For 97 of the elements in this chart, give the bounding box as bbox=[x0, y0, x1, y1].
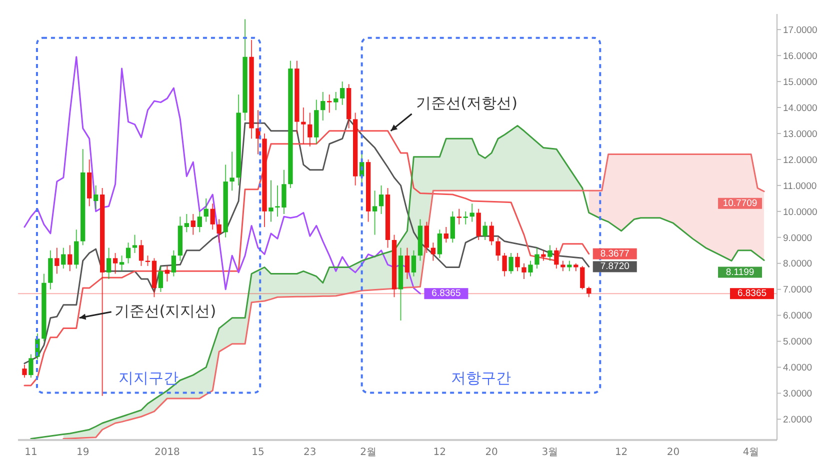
candlestick bbox=[171, 250, 176, 277]
candlestick bbox=[456, 208, 462, 225]
candlestick bbox=[301, 107, 306, 144]
candlestick bbox=[463, 210, 468, 225]
candlestick bbox=[541, 250, 546, 262]
y-tick-label: 11.0000 bbox=[783, 180, 817, 192]
candlestick bbox=[190, 214, 196, 236]
y-tick-label: 5.0000 bbox=[783, 336, 812, 348]
y-tick-label: 15.0000 bbox=[783, 76, 818, 88]
y-tick-label: 10.0000 bbox=[783, 206, 818, 218]
data-label: 10.7709 bbox=[722, 198, 758, 209]
candlestick bbox=[94, 184, 98, 210]
candlestick bbox=[567, 260, 572, 272]
candlestick bbox=[68, 244, 72, 272]
y-tick-label: 8.0000 bbox=[783, 258, 812, 270]
x-tick-label: 20 bbox=[666, 447, 680, 458]
x-tick-label: 23 bbox=[304, 447, 316, 458]
data-label: 7.8720 bbox=[600, 261, 630, 272]
candlestick bbox=[132, 234, 138, 254]
candlestick bbox=[54, 247, 60, 274]
y-tick-label: 3.0000 bbox=[783, 388, 812, 400]
y-tick-label: 13.0000 bbox=[783, 128, 818, 140]
candlestick bbox=[522, 262, 526, 280]
candlestick bbox=[308, 112, 312, 147]
x-tick-label: 3월 bbox=[542, 447, 558, 458]
candlestick bbox=[534, 247, 540, 270]
candlestick bbox=[476, 208, 481, 240]
candlestick bbox=[204, 198, 208, 222]
candlestick bbox=[119, 255, 124, 272]
candlestick bbox=[210, 203, 215, 230]
candlestick bbox=[528, 260, 533, 277]
annotation: 기준선(저항선) bbox=[416, 94, 518, 112]
y-tick-label: 7.0000 bbox=[783, 284, 812, 296]
y-tick-label: 9.0000 bbox=[783, 232, 812, 244]
data-label: 8.3677 bbox=[600, 248, 630, 260]
candlestick bbox=[502, 252, 507, 277]
candlestick bbox=[580, 265, 585, 290]
candlestick bbox=[126, 242, 131, 264]
data-label: 8.1199 bbox=[726, 266, 754, 278]
x-tick-label: 2018 bbox=[154, 447, 180, 458]
candlestick bbox=[216, 218, 222, 244]
candlestick bbox=[112, 252, 118, 274]
y-tick-label: 2.0000 bbox=[783, 414, 812, 426]
candlestick bbox=[230, 151, 234, 192]
y-tick-label: 4.0000 bbox=[783, 362, 812, 374]
candlestick bbox=[515, 252, 520, 272]
x-tick-label: 20 bbox=[485, 447, 498, 458]
data-label: 6.8365 bbox=[432, 288, 461, 300]
candlestick bbox=[197, 210, 202, 233]
x-tick-label: 12 bbox=[614, 447, 628, 458]
annotation: 저항구간 bbox=[450, 368, 511, 387]
candlestick bbox=[470, 203, 474, 222]
y-tick-label: 17.0000 bbox=[783, 24, 818, 36]
x-tick-label: 2월 bbox=[360, 447, 376, 458]
candlestick bbox=[138, 239, 144, 266]
candlestick bbox=[508, 252, 514, 274]
candlestick bbox=[28, 354, 34, 378]
candlestick bbox=[586, 286, 592, 298]
candlestick bbox=[560, 260, 566, 272]
candlestick bbox=[411, 250, 416, 277]
candlestick bbox=[340, 81, 345, 106]
x-tick-label: 19 bbox=[76, 447, 90, 458]
candlestick bbox=[496, 236, 500, 262]
candlestick bbox=[158, 265, 164, 292]
y-tick-label: 14.0000 bbox=[783, 102, 818, 114]
candlestick bbox=[482, 221, 488, 240]
y-tick-label: 16.0000 bbox=[783, 50, 818, 62]
candlestick bbox=[184, 214, 189, 233]
y-tick-label: 6.0000 bbox=[783, 310, 812, 322]
candlestick bbox=[450, 210, 455, 244]
ref-line-label: 6.8365 bbox=[737, 288, 767, 300]
candlestick bbox=[320, 91, 326, 121]
candlestick bbox=[444, 226, 448, 244]
candlestick bbox=[430, 242, 436, 262]
candlestick bbox=[106, 247, 112, 280]
x-tick-label: 12 bbox=[433, 447, 446, 458]
candlestick bbox=[489, 221, 494, 246]
candlestick bbox=[424, 221, 430, 254]
candlestick bbox=[61, 247, 66, 270]
annotation: 지지구간 bbox=[118, 368, 179, 387]
candlestick bbox=[22, 364, 27, 378]
candlestick bbox=[548, 244, 552, 262]
candlestick bbox=[378, 184, 384, 215]
candlestick bbox=[372, 190, 378, 236]
candlestick bbox=[268, 180, 274, 222]
candlestick bbox=[404, 247, 410, 280]
x-tick-label: 11 bbox=[24, 447, 38, 458]
candlestick bbox=[74, 229, 79, 270]
candlestick bbox=[327, 94, 332, 114]
candlestick bbox=[164, 265, 170, 282]
x-tick-label: 15 bbox=[252, 447, 264, 458]
candlestick bbox=[334, 91, 338, 111]
y-tick-label: 12.0000 bbox=[783, 154, 818, 166]
annotation: 기준선(지지선) bbox=[114, 302, 216, 320]
candlestick bbox=[437, 229, 442, 259]
candlestick bbox=[554, 247, 559, 270]
x-tick-label: 4월 bbox=[742, 447, 760, 458]
